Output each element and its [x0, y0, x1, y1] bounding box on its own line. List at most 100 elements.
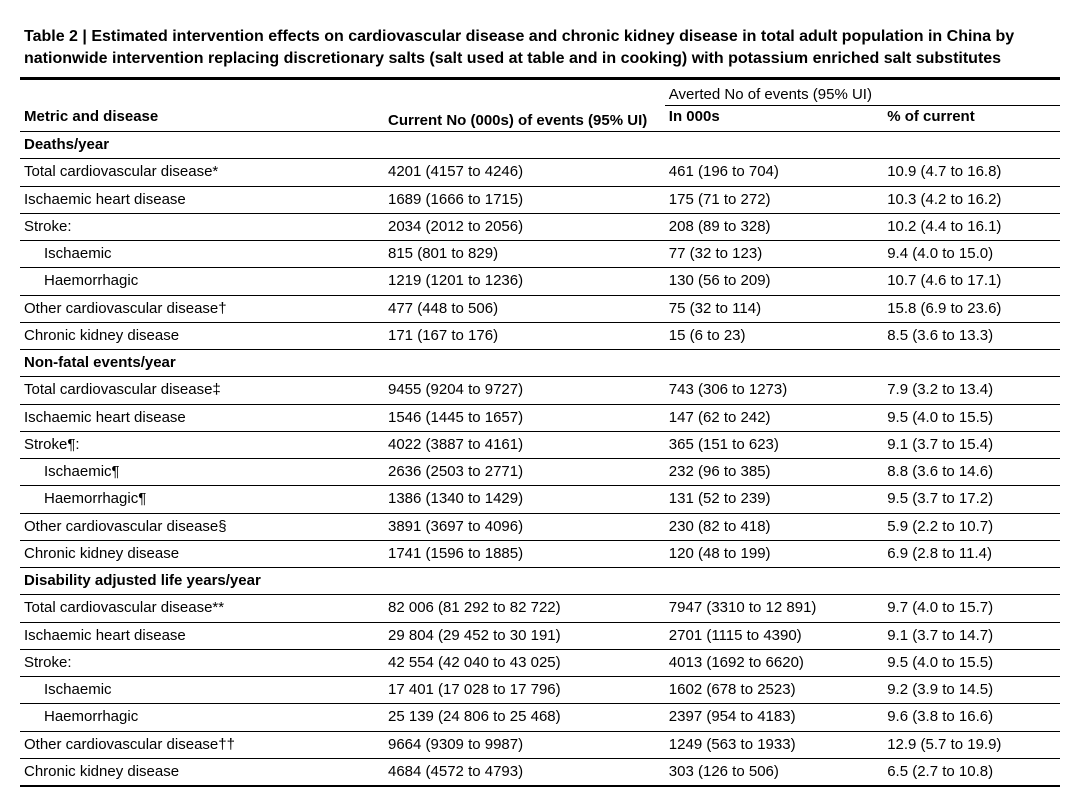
cell-metric: Chronic kidney disease — [20, 322, 384, 349]
cell-metric: Other cardiovascular disease§ — [20, 513, 384, 540]
cell-averted-n: 303 (126 to 506) — [665, 758, 883, 786]
cell-metric: Ischaemic heart disease — [20, 404, 384, 431]
table-row: Chronic kidney disease4684 (4572 to 4793… — [20, 758, 1060, 786]
cell-averted-pct: 6.5 (2.7 to 10.8) — [883, 758, 1060, 786]
cell-metric: Ischaemic — [20, 677, 384, 704]
cell-current: 82 006 (81 292 to 82 722) — [384, 595, 665, 622]
cell-averted-pct: 10.7 (4.6 to 17.1) — [883, 268, 1060, 295]
cell-averted-pct: 10.9 (4.7 to 16.8) — [883, 159, 1060, 186]
cell-metric: Total cardiovascular disease‡ — [20, 377, 384, 404]
cell-current: 4684 (4572 to 4793) — [384, 758, 665, 786]
table-row: Haemorrhagic25 139 (24 806 to 25 468)239… — [20, 704, 1060, 731]
cell-current: 2636 (2503 to 2771) — [384, 459, 665, 486]
table-row: Stroke:2034 (2012 to 2056)208 (89 to 328… — [20, 213, 1060, 240]
table-title: Table 2 | Estimated intervention effects… — [20, 20, 1060, 80]
cell-metric: Other cardiovascular disease†† — [20, 731, 384, 758]
cell-averted-pct: 9.1 (3.7 to 14.7) — [883, 622, 1060, 649]
table-row: Ischaemic815 (801 to 829)77 (32 to 123)9… — [20, 241, 1060, 268]
cell-averted-n: 743 (306 to 1273) — [665, 377, 883, 404]
table-row: Chronic kidney disease1741 (1596 to 1885… — [20, 540, 1060, 567]
table-row: Ischaemic heart disease1689 (1666 to 171… — [20, 186, 1060, 213]
cell-metric: Ischaemic¶ — [20, 459, 384, 486]
cell-metric: Chronic kidney disease — [20, 540, 384, 567]
cell-current: 17 401 (17 028 to 17 796) — [384, 677, 665, 704]
cell-averted-n: 4013 (1692 to 6620) — [665, 649, 883, 676]
cell-averted-pct: 9.5 (3.7 to 17.2) — [883, 486, 1060, 513]
cell-current: 815 (801 to 829) — [384, 241, 665, 268]
cell-averted-n: 1249 (563 to 1933) — [665, 731, 883, 758]
table-row: Stroke:42 554 (42 040 to 43 025)4013 (16… — [20, 649, 1060, 676]
data-table: Current No (000s) of events (95% UI) Ave… — [20, 80, 1060, 787]
cell-metric: Ischaemic heart disease — [20, 622, 384, 649]
table-row: Other cardiovascular disease††9664 (9309… — [20, 731, 1060, 758]
cell-averted-pct: 9.2 (3.9 to 14.5) — [883, 677, 1060, 704]
cell-current: 1689 (1666 to 1715) — [384, 186, 665, 213]
section-header-row: Deaths/year — [20, 132, 1060, 159]
cell-averted-n: 131 (52 to 239) — [665, 486, 883, 513]
cell-metric: Total cardiovascular disease* — [20, 159, 384, 186]
cell-metric: Other cardiovascular disease† — [20, 295, 384, 322]
cell-averted-n: 208 (89 to 328) — [665, 213, 883, 240]
cell-current: 9664 (9309 to 9987) — [384, 731, 665, 758]
cell-averted-pct: 15.8 (6.9 to 23.6) — [883, 295, 1060, 322]
table-row: Other cardiovascular disease†477 (448 to… — [20, 295, 1060, 322]
cell-current: 2034 (2012 to 2056) — [384, 213, 665, 240]
cell-averted-n: 175 (71 to 272) — [665, 186, 883, 213]
table-row: Total cardiovascular disease*4201 (4157 … — [20, 159, 1060, 186]
cell-averted-pct: 9.5 (4.0 to 15.5) — [883, 649, 1060, 676]
cell-metric: Haemorrhagic — [20, 704, 384, 731]
cell-current: 42 554 (42 040 to 43 025) — [384, 649, 665, 676]
cell-averted-n: 365 (151 to 623) — [665, 431, 883, 458]
cell-metric: Haemorrhagic¶ — [20, 486, 384, 513]
section-header-row: Non-fatal events/year — [20, 350, 1060, 377]
cell-averted-pct: 9.5 (4.0 to 15.5) — [883, 404, 1060, 431]
cell-averted-pct: 9.7 (4.0 to 15.7) — [883, 595, 1060, 622]
cell-current: 9455 (9204 to 9727) — [384, 377, 665, 404]
cell-averted-n: 1602 (678 to 2523) — [665, 677, 883, 704]
cell-averted-pct: 8.5 (3.6 to 13.3) — [883, 322, 1060, 349]
cell-current: 29 804 (29 452 to 30 191) — [384, 622, 665, 649]
section-header-cell: Non-fatal events/year — [20, 350, 1060, 377]
cell-metric: Stroke: — [20, 213, 384, 240]
cell-metric: Chronic kidney disease — [20, 758, 384, 786]
cell-averted-n: 230 (82 to 418) — [665, 513, 883, 540]
cell-current: 477 (448 to 506) — [384, 295, 665, 322]
cell-averted-pct: 7.9 (3.2 to 13.4) — [883, 377, 1060, 404]
cell-metric: Ischaemic — [20, 241, 384, 268]
cell-current: 171 (167 to 176) — [384, 322, 665, 349]
header-averted-spanner: Averted No of events (95% UI) — [665, 80, 1060, 106]
table-row: Haemorrhagic¶1386 (1340 to 1429)131 (52 … — [20, 486, 1060, 513]
table-row: Total cardiovascular disease**82 006 (81… — [20, 595, 1060, 622]
cell-averted-pct: 10.3 (4.2 to 16.2) — [883, 186, 1060, 213]
cell-current: 1741 (1596 to 1885) — [384, 540, 665, 567]
cell-current: 25 139 (24 806 to 25 468) — [384, 704, 665, 731]
cell-metric: Ischaemic heart disease — [20, 186, 384, 213]
cell-averted-n: 2701 (1115 to 4390) — [665, 622, 883, 649]
header-current: Current No (000s) of events (95% UI) — [384, 80, 665, 132]
cell-averted-n: 15 (6 to 23) — [665, 322, 883, 349]
header-averted-pct: % of current — [883, 106, 1060, 132]
cell-averted-pct: 10.2 (4.4 to 16.1) — [883, 213, 1060, 240]
cell-metric: Haemorrhagic — [20, 268, 384, 295]
cell-averted-pct: 9.4 (4.0 to 15.0) — [883, 241, 1060, 268]
table-row: Total cardiovascular disease‡9455 (9204 … — [20, 377, 1060, 404]
section-header-cell: Disability adjusted life years/year — [20, 568, 1060, 595]
cell-averted-n: 147 (62 to 242) — [665, 404, 883, 431]
table-row: Chronic kidney disease171 (167 to 176)15… — [20, 322, 1060, 349]
cell-averted-n: 77 (32 to 123) — [665, 241, 883, 268]
cell-metric: Total cardiovascular disease** — [20, 595, 384, 622]
section-header-cell: Deaths/year — [20, 132, 1060, 159]
cell-averted-n: 2397 (954 to 4183) — [665, 704, 883, 731]
table-row: Other cardiovascular disease§3891 (3697 … — [20, 513, 1060, 540]
cell-metric: Stroke: — [20, 649, 384, 676]
table-container: Table 2 | Estimated intervention effects… — [20, 20, 1060, 787]
table-body: Deaths/yearTotal cardiovascular disease*… — [20, 132, 1060, 787]
table-row: Ischaemic17 401 (17 028 to 17 796)1602 (… — [20, 677, 1060, 704]
table-head: Current No (000s) of events (95% UI) Ave… — [20, 80, 1060, 132]
cell-averted-n: 7947 (3310 to 12 891) — [665, 595, 883, 622]
header-metric: Metric and disease — [20, 106, 384, 132]
header-averted-n: In 000s — [665, 106, 883, 132]
cell-averted-n: 130 (56 to 209) — [665, 268, 883, 295]
table-row: Haemorrhagic1219 (1201 to 1236)130 (56 t… — [20, 268, 1060, 295]
section-header-row: Disability adjusted life years/year — [20, 568, 1060, 595]
